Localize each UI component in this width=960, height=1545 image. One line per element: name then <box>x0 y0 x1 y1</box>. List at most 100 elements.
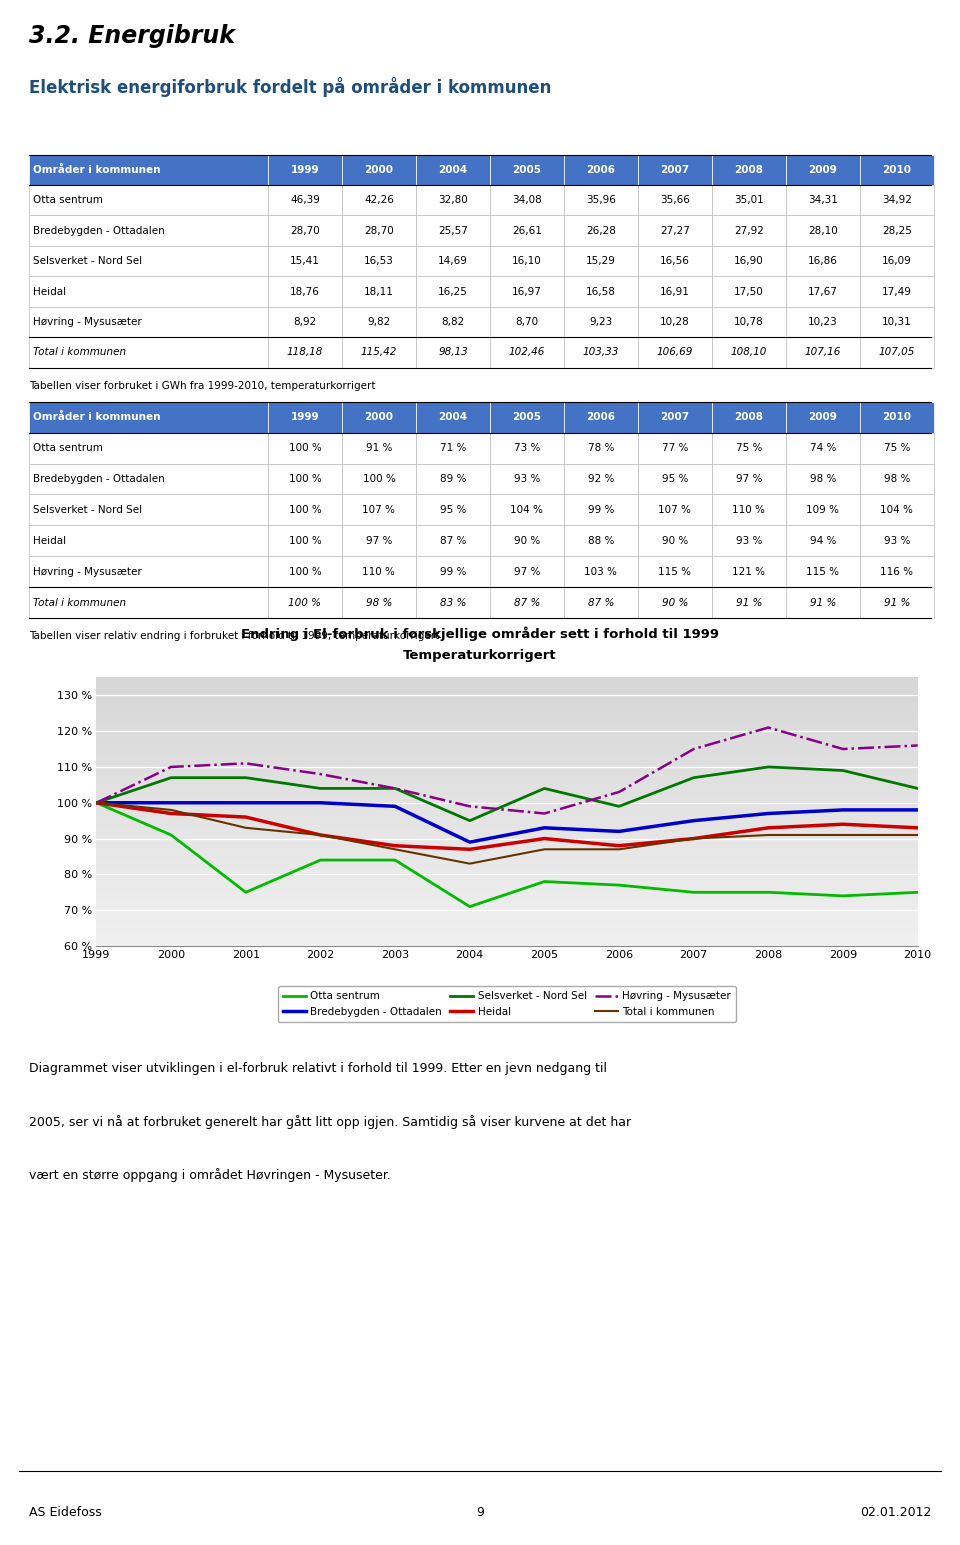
Text: Total i kommunen: Total i kommunen <box>34 348 127 357</box>
FancyBboxPatch shape <box>860 307 934 337</box>
Text: 16,56: 16,56 <box>660 256 690 266</box>
FancyBboxPatch shape <box>564 556 637 587</box>
FancyBboxPatch shape <box>637 494 712 525</box>
Text: 100 %: 100 % <box>289 536 322 545</box>
Text: 100 %: 100 % <box>289 505 322 514</box>
FancyBboxPatch shape <box>637 337 712 368</box>
Text: 103,33: 103,33 <box>583 348 619 357</box>
FancyBboxPatch shape <box>490 154 564 185</box>
FancyBboxPatch shape <box>637 307 712 337</box>
Text: 100 %: 100 % <box>363 474 396 484</box>
Text: Selsverket - Nord Sel: Selsverket - Nord Sel <box>34 256 142 266</box>
Text: 18,11: 18,11 <box>364 286 394 297</box>
Text: 8,82: 8,82 <box>442 317 465 328</box>
Text: 8,70: 8,70 <box>516 317 539 328</box>
Text: 107 %: 107 % <box>363 505 396 514</box>
Text: 104 %: 104 % <box>511 505 543 514</box>
FancyBboxPatch shape <box>786 154 860 185</box>
FancyBboxPatch shape <box>490 525 564 556</box>
FancyBboxPatch shape <box>860 277 934 307</box>
FancyBboxPatch shape <box>342 494 416 525</box>
Text: 16,58: 16,58 <box>586 286 616 297</box>
Text: Endring i El-forbruk i forskjellige områder sett i forhold til 1999: Endring i El-forbruk i forskjellige områ… <box>241 627 719 641</box>
FancyBboxPatch shape <box>712 433 786 463</box>
FancyBboxPatch shape <box>29 587 268 618</box>
Text: 15,41: 15,41 <box>290 256 320 266</box>
FancyBboxPatch shape <box>860 154 934 185</box>
FancyBboxPatch shape <box>860 556 934 587</box>
Text: 10,28: 10,28 <box>660 317 690 328</box>
FancyBboxPatch shape <box>342 525 416 556</box>
Text: 9: 9 <box>476 1506 484 1519</box>
Text: 2010: 2010 <box>882 165 911 175</box>
FancyBboxPatch shape <box>490 464 564 494</box>
Text: Høvring - Mysusæter: Høvring - Mysusæter <box>34 317 142 328</box>
FancyBboxPatch shape <box>564 587 637 618</box>
Text: 115 %: 115 % <box>806 567 839 576</box>
Text: 74 %: 74 % <box>809 443 836 453</box>
Text: 91 %: 91 % <box>366 443 392 453</box>
FancyBboxPatch shape <box>268 337 342 368</box>
FancyBboxPatch shape <box>416 337 490 368</box>
Text: 71 %: 71 % <box>440 443 467 453</box>
FancyBboxPatch shape <box>637 556 712 587</box>
Text: 87 %: 87 % <box>440 536 467 545</box>
Text: 34,92: 34,92 <box>882 195 912 205</box>
FancyBboxPatch shape <box>29 277 268 307</box>
FancyBboxPatch shape <box>786 433 860 463</box>
Text: 2005, ser vi nå at forbruket generelt har gått litt opp igjen. Samtidig så viser: 2005, ser vi nå at forbruket generelt ha… <box>29 1115 631 1129</box>
Text: 110 %: 110 % <box>363 567 396 576</box>
FancyBboxPatch shape <box>342 587 416 618</box>
FancyBboxPatch shape <box>786 246 860 277</box>
Text: 87 %: 87 % <box>514 598 540 607</box>
FancyBboxPatch shape <box>268 185 342 215</box>
FancyBboxPatch shape <box>268 215 342 246</box>
Text: Bredebygden - Ottadalen: Bredebygden - Ottadalen <box>34 226 165 236</box>
Text: 92 %: 92 % <box>588 474 614 484</box>
FancyBboxPatch shape <box>860 337 934 368</box>
FancyBboxPatch shape <box>860 494 934 525</box>
FancyBboxPatch shape <box>564 185 637 215</box>
FancyBboxPatch shape <box>712 525 786 556</box>
Text: 116 %: 116 % <box>880 567 913 576</box>
FancyBboxPatch shape <box>637 433 712 463</box>
Text: 98 %: 98 % <box>366 598 392 607</box>
FancyBboxPatch shape <box>637 525 712 556</box>
Text: 107 %: 107 % <box>659 505 691 514</box>
Text: 2010: 2010 <box>882 413 911 422</box>
FancyBboxPatch shape <box>564 494 637 525</box>
FancyBboxPatch shape <box>342 433 416 463</box>
Text: 1999: 1999 <box>291 165 320 175</box>
FancyBboxPatch shape <box>786 277 860 307</box>
FancyBboxPatch shape <box>29 337 268 368</box>
Text: 27,27: 27,27 <box>660 226 690 236</box>
Text: Otta sentrum: Otta sentrum <box>34 195 103 205</box>
Text: 17,50: 17,50 <box>734 286 764 297</box>
Text: 104 %: 104 % <box>880 505 913 514</box>
Text: 2008: 2008 <box>734 165 763 175</box>
FancyBboxPatch shape <box>564 215 637 246</box>
Text: 16,86: 16,86 <box>808 256 838 266</box>
Text: Bredebygden - Ottadalen: Bredebygden - Ottadalen <box>34 474 165 484</box>
Text: 25,57: 25,57 <box>438 226 468 236</box>
FancyBboxPatch shape <box>786 402 860 433</box>
FancyBboxPatch shape <box>564 525 637 556</box>
FancyBboxPatch shape <box>490 277 564 307</box>
FancyBboxPatch shape <box>564 307 637 337</box>
Text: 34,08: 34,08 <box>512 195 541 205</box>
FancyBboxPatch shape <box>342 402 416 433</box>
FancyBboxPatch shape <box>786 587 860 618</box>
FancyBboxPatch shape <box>342 556 416 587</box>
Text: 28,25: 28,25 <box>882 226 912 236</box>
Text: 15,29: 15,29 <box>586 256 616 266</box>
FancyBboxPatch shape <box>342 154 416 185</box>
Text: Elektrisk energiforbruk fordelt på områder i kommunen: Elektrisk energiforbruk fordelt på områd… <box>29 77 551 96</box>
Text: Høvring - Mysusæter: Høvring - Mysusæter <box>34 567 142 576</box>
Text: 35,01: 35,01 <box>734 195 764 205</box>
Text: 121 %: 121 % <box>732 567 765 576</box>
FancyBboxPatch shape <box>342 215 416 246</box>
FancyBboxPatch shape <box>712 494 786 525</box>
FancyBboxPatch shape <box>564 154 637 185</box>
Text: 10,23: 10,23 <box>808 317 838 328</box>
FancyBboxPatch shape <box>342 246 416 277</box>
